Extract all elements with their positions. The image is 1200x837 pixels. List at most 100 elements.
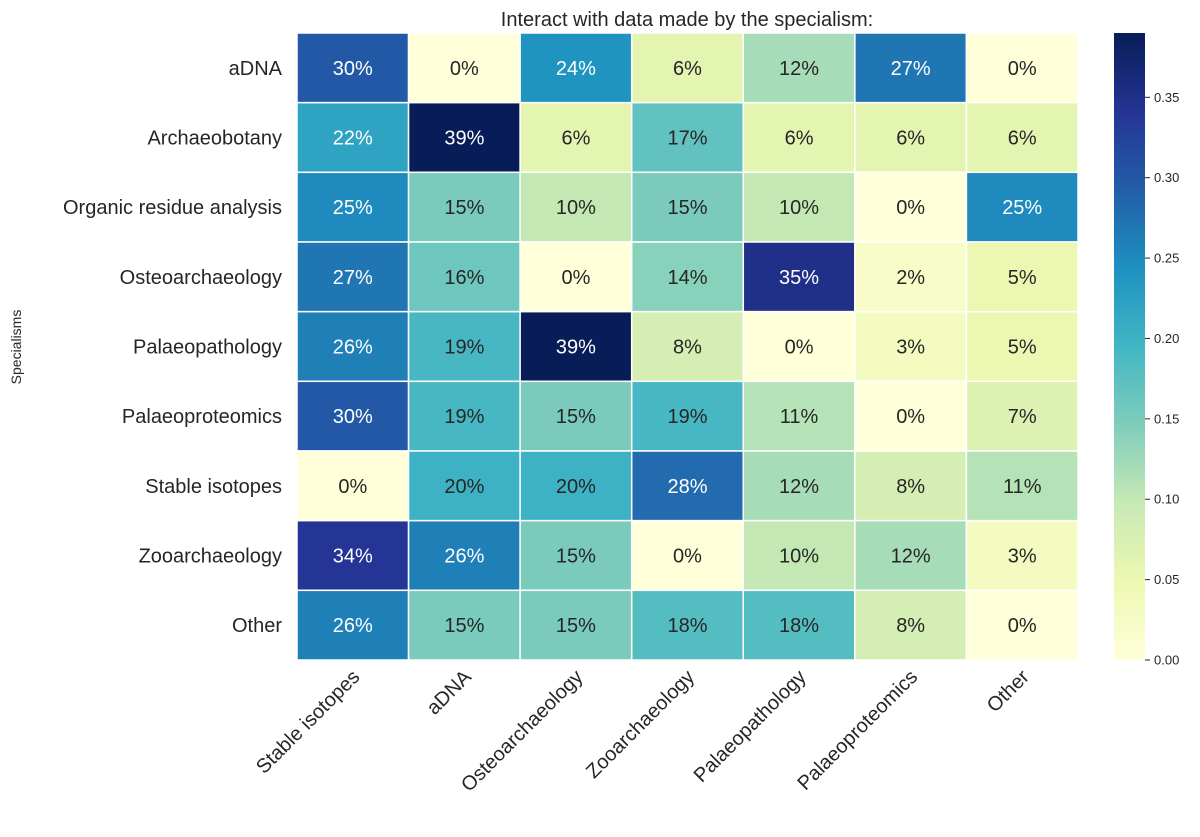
cell-label: 15% bbox=[556, 615, 596, 637]
colorbar-tick-label: 0.35 bbox=[1154, 90, 1179, 105]
cell-label: 18% bbox=[779, 615, 819, 637]
cell-label: 27% bbox=[891, 58, 931, 80]
heatmap-cell bbox=[296, 450, 410, 522]
cell-label: 0% bbox=[1008, 58, 1037, 80]
heatmap-cell bbox=[854, 32, 968, 104]
cell-label: 10% bbox=[779, 546, 819, 568]
cell-label: 39% bbox=[556, 337, 596, 359]
cell-label: 35% bbox=[779, 267, 819, 289]
heatmap-cell bbox=[407, 241, 521, 313]
colorbar-tick-label: 0.20 bbox=[1154, 331, 1179, 346]
heatmap-cell bbox=[630, 519, 745, 592]
cell-label: 6% bbox=[561, 128, 590, 150]
x-tick-label: Stable isotopes bbox=[252, 666, 364, 778]
cell-label: 17% bbox=[667, 128, 707, 150]
colorbar-tick-label: 0.30 bbox=[1154, 170, 1179, 185]
cell-label: 8% bbox=[896, 476, 925, 498]
cell-label: 15% bbox=[667, 197, 707, 219]
cell-label: 30% bbox=[333, 58, 373, 80]
x-tick-label: Palaeoproteomics bbox=[793, 666, 922, 795]
heatmap-cell bbox=[630, 380, 745, 452]
cell-label: 0% bbox=[1008, 615, 1037, 637]
heatmap-cell bbox=[630, 241, 745, 313]
heatmap-cell bbox=[854, 589, 968, 661]
cell-label: 14% bbox=[667, 267, 707, 289]
heatmap-cell bbox=[630, 171, 745, 243]
heatmap-cell bbox=[742, 589, 856, 661]
heatmap-cell bbox=[630, 589, 745, 661]
cell-label: 0% bbox=[673, 546, 702, 568]
cell-label: 15% bbox=[444, 197, 484, 219]
y-tick-label: Zooarchaeology bbox=[139, 546, 282, 568]
colorbar-tick-label: 0.05 bbox=[1154, 572, 1179, 587]
heatmap-cell bbox=[519, 450, 633, 522]
cell-label: 19% bbox=[667, 406, 707, 428]
cell-label: 26% bbox=[444, 546, 484, 568]
heatmap-cell bbox=[965, 101, 1079, 174]
heatmap-cell bbox=[965, 241, 1079, 313]
cell-label: 30% bbox=[333, 406, 373, 428]
cell-label: 6% bbox=[1008, 128, 1037, 150]
cell-label: 12% bbox=[891, 546, 931, 568]
heatmap-cell bbox=[296, 519, 410, 592]
colorbar-tick-label: 0.25 bbox=[1154, 251, 1179, 266]
heatmap-cell bbox=[296, 101, 410, 174]
y-tick-label: Palaeoproteomics bbox=[122, 406, 282, 428]
heatmap-cell bbox=[742, 380, 856, 452]
cell-label: 16% bbox=[444, 267, 484, 289]
cell-label: 19% bbox=[444, 406, 484, 428]
cell-label: 7% bbox=[1008, 406, 1037, 428]
heatmap-cell bbox=[296, 589, 410, 661]
cell-label: 27% bbox=[333, 267, 373, 289]
y-tick-label: Archaeobotany bbox=[147, 128, 282, 150]
heatmap-cell bbox=[519, 589, 633, 661]
cell-label: 8% bbox=[673, 337, 702, 359]
heatmap-cell bbox=[854, 241, 968, 313]
heatmap-cell bbox=[407, 171, 521, 243]
cell-label: 8% bbox=[896, 615, 925, 637]
heatmap-cell bbox=[519, 171, 633, 243]
y-axis-label: Specialisms bbox=[8, 310, 24, 385]
y-tick-label: Palaeopathology bbox=[133, 337, 282, 359]
y-tick-label: aDNA bbox=[229, 58, 283, 80]
heatmap-cell bbox=[296, 241, 410, 313]
heatmap-cell bbox=[296, 380, 410, 452]
heatmap-cell bbox=[630, 450, 745, 522]
colorbar bbox=[1114, 33, 1145, 660]
heatmap-cell bbox=[965, 450, 1079, 522]
heatmap-cell bbox=[742, 519, 856, 592]
cell-label: 5% bbox=[1008, 337, 1037, 359]
cell-label: 22% bbox=[333, 128, 373, 150]
x-tick-label: Other bbox=[983, 666, 1034, 717]
cell-label: 3% bbox=[896, 337, 925, 359]
heatmap-cell bbox=[296, 32, 410, 104]
cell-label: 0% bbox=[896, 197, 925, 219]
cell-label: 10% bbox=[779, 197, 819, 219]
cell-label: 25% bbox=[1002, 197, 1042, 219]
cell-label: 6% bbox=[896, 128, 925, 150]
x-tick-label: Palaeopathology bbox=[690, 666, 811, 787]
chart-title: Interact with data made by the specialis… bbox=[501, 9, 873, 31]
cell-label: 0% bbox=[450, 58, 479, 80]
heatmap-cell bbox=[519, 101, 633, 174]
heatmap-cell bbox=[296, 310, 410, 383]
cell-label: 12% bbox=[779, 58, 819, 80]
heatmap-cell bbox=[407, 380, 521, 452]
cell-label: 20% bbox=[444, 476, 484, 498]
cell-label: 6% bbox=[673, 58, 702, 80]
heatmap-cell bbox=[854, 519, 968, 592]
cell-label: 26% bbox=[333, 337, 373, 359]
heatmap-cell bbox=[854, 171, 968, 243]
cell-label: 15% bbox=[444, 615, 484, 637]
y-tick-label: Osteoarchaeology bbox=[120, 267, 282, 289]
heatmap-cell bbox=[742, 450, 856, 522]
heatmap-cell bbox=[965, 380, 1079, 452]
cell-label: 10% bbox=[556, 197, 596, 219]
cell-label: 12% bbox=[779, 476, 819, 498]
cell-label: 39% bbox=[444, 128, 484, 150]
cell-label: 6% bbox=[785, 128, 814, 150]
cell-label: 28% bbox=[667, 476, 707, 498]
colorbar-tick-label: 0.15 bbox=[1154, 411, 1179, 426]
heatmap-cell bbox=[519, 310, 633, 383]
